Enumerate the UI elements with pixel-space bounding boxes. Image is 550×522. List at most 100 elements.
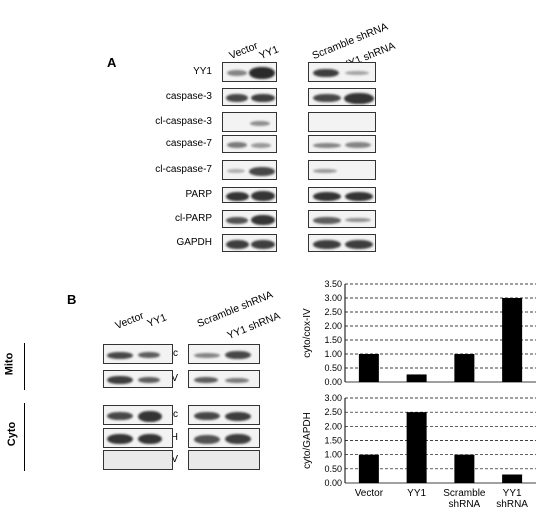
lane-label-yy1-a: YY1	[257, 43, 281, 62]
bar-1-3	[502, 474, 523, 483]
blot-caspase-3-right	[308, 88, 376, 106]
blot-band	[107, 351, 133, 359]
y-tick-label: 2.50	[324, 407, 342, 417]
blot-band	[107, 412, 133, 420]
blot-band	[251, 142, 271, 148]
blot-band	[249, 67, 275, 79]
x-tick-label: Vector	[355, 488, 384, 499]
x-tick-label: shRNA	[496, 499, 528, 510]
y-tick-label: 1.00	[324, 349, 342, 359]
blot-cl-caspase-3-left	[222, 112, 277, 132]
blot-band	[194, 377, 218, 383]
blot-band	[225, 377, 249, 383]
bar-0-0	[358, 354, 379, 382]
blot-caspase-3-left	[222, 88, 277, 106]
blot-cl-parp-right	[308, 210, 376, 228]
blot-band	[313, 94, 341, 102]
blot-band	[226, 191, 249, 201]
blot-band	[227, 70, 247, 76]
blot-band	[138, 434, 162, 444]
bar-1-2	[454, 454, 475, 483]
blot-cl-parp-left	[222, 210, 277, 228]
blot-parp-right	[308, 187, 376, 203]
blot-band	[138, 377, 160, 383]
blot-parp-left	[222, 187, 277, 203]
row-label-caspase-3: caspase-3	[165, 91, 212, 102]
blot-band	[226, 239, 249, 249]
panel-a-letter: A	[107, 55, 117, 70]
blot-band	[313, 142, 341, 148]
x-tick-label: Scramble	[443, 488, 486, 499]
blot-cyto-cox-iv-left	[103, 450, 173, 470]
blot-band	[227, 169, 245, 173]
blot-band	[138, 410, 162, 422]
blot-cyto-cytochrome-c-left	[103, 405, 173, 425]
lane-label-vector-a: Vector	[227, 39, 260, 62]
x-tick-label: shRNA	[449, 499, 481, 510]
row-label-parp: PARP	[185, 189, 213, 200]
y-tick-label: 1.50	[324, 335, 342, 345]
blot-mito-cox-iv-right	[188, 370, 260, 388]
row-label-cl-caspase-7: cl-caspase-7	[155, 164, 212, 175]
y-tick-label: 3.50	[324, 279, 342, 289]
bar-0-2	[454, 354, 475, 382]
cyto-label: Cyto	[6, 421, 19, 447]
blot-band	[313, 191, 341, 201]
blot-band	[345, 218, 371, 222]
y-tick-label: 3.00	[324, 393, 342, 403]
blot-band	[227, 142, 247, 148]
blot-band	[194, 434, 220, 444]
blot-gapdh-right	[308, 234, 376, 252]
y-tick-label: 0.50	[324, 363, 342, 373]
blot-band	[345, 191, 373, 201]
blot-band	[251, 191, 275, 201]
blot-band	[249, 166, 275, 176]
blot-cyto-cytochrome-c-right	[188, 405, 260, 425]
lane-label-vector-b: Vector	[113, 309, 146, 332]
y-tick-label: 2.50	[324, 307, 342, 317]
y-tick-label: 2.00	[324, 321, 342, 331]
row-label-yy1: YY1	[193, 66, 212, 77]
mito-label: Mito	[3, 352, 16, 376]
x-tick-label: YY1	[407, 488, 426, 499]
y-tick-label: 1.00	[324, 450, 342, 460]
blot-cyto-cox-iv-right	[188, 450, 260, 470]
blot-caspase-7-right	[308, 135, 376, 153]
blot-mito-cytochrome-c-left	[103, 344, 173, 364]
blot-caspase-7-left	[222, 135, 277, 153]
x-tick-label: YY1	[503, 488, 522, 499]
y-tick-label: 0.00	[324, 478, 342, 488]
blot-band	[194, 412, 220, 420]
bar-1-1	[406, 412, 427, 483]
blot-band	[313, 239, 341, 249]
blot-mito-cox-iv-left	[103, 370, 173, 388]
blot-band	[225, 351, 251, 359]
blot-cyto-gapdh-left	[103, 428, 173, 448]
blot-yy1-right	[308, 62, 376, 82]
blot-cl-caspase-7-left	[222, 160, 277, 180]
blot-band	[313, 216, 341, 224]
blot-band	[313, 69, 339, 77]
y-axis-label: cyto/cox-IV	[302, 308, 313, 358]
blot-band	[107, 376, 133, 384]
row-label-cl-parp: cl-PARP	[174, 213, 212, 224]
blot-band	[251, 94, 275, 102]
y-tick-label: 2.00	[324, 421, 342, 431]
blot-band	[345, 142, 371, 148]
blot-band	[194, 352, 220, 358]
blot-band	[250, 120, 270, 126]
y-tick-label: 0.50	[324, 464, 342, 474]
blot-band	[225, 411, 251, 421]
y-tick-label: 3.00	[324, 293, 342, 303]
cyto-bracket-line	[24, 403, 25, 471]
blot-band	[226, 216, 248, 224]
blot-band	[225, 434, 251, 444]
mito-bracket-line	[24, 343, 25, 390]
blot-cyto-gapdh-right	[188, 428, 260, 448]
blot-band	[345, 239, 373, 249]
bar-0-3	[502, 298, 523, 382]
bar-0-1	[406, 374, 427, 382]
y-tick-label: 1.50	[324, 436, 342, 446]
blot-band	[226, 94, 248, 102]
blot-band	[313, 169, 337, 173]
